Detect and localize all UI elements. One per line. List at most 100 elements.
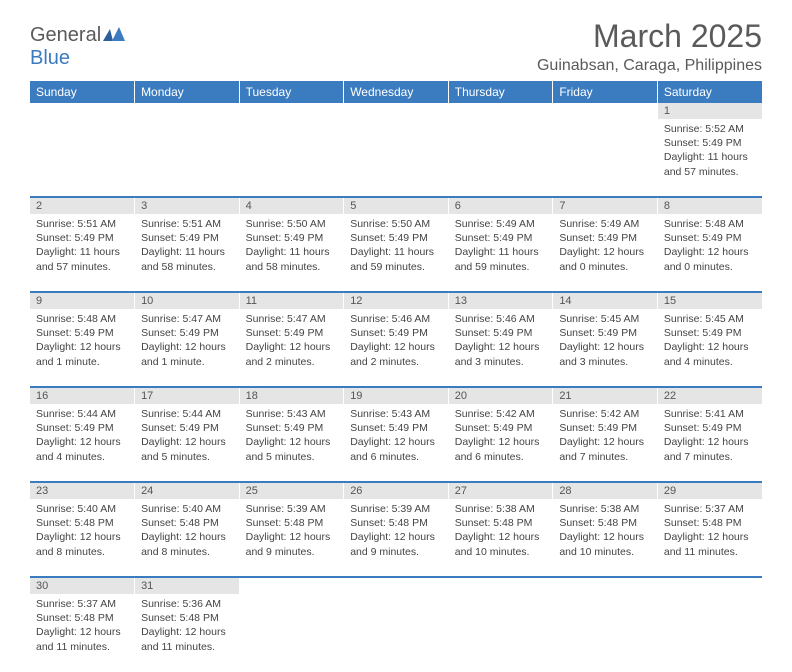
sunrise-line: Sunrise: 5:40 AM [141, 502, 233, 516]
day-number-cell: 11 [239, 292, 344, 309]
week-daynum-row: 1 [30, 103, 762, 119]
sunset-line: Sunset: 5:49 PM [36, 326, 128, 340]
day-detail-cell [448, 119, 553, 197]
sunrise-line: Sunrise: 5:39 AM [350, 502, 442, 516]
day-detail-cell: Sunrise: 5:45 AMSunset: 5:49 PMDaylight:… [657, 309, 762, 387]
week-detail-row: Sunrise: 5:51 AMSunset: 5:49 PMDaylight:… [30, 214, 762, 292]
daylight-line: Daylight: 12 hours and 2 minutes. [246, 340, 338, 368]
day-detail-cell: Sunrise: 5:46 AMSunset: 5:49 PMDaylight:… [448, 309, 553, 387]
day-number-cell: 14 [553, 292, 658, 309]
day-number-cell [448, 577, 553, 594]
day-detail-cell [344, 119, 449, 197]
sunrise-line: Sunrise: 5:50 AM [350, 217, 442, 231]
day-number-cell: 1 [657, 103, 762, 119]
daylight-line: Daylight: 12 hours and 11 minutes. [141, 625, 233, 653]
sunset-line: Sunset: 5:49 PM [36, 231, 128, 245]
daylight-line: Daylight: 12 hours and 3 minutes. [455, 340, 547, 368]
day-number-cell: 5 [344, 197, 449, 214]
day-detail-cell: Sunrise: 5:44 AMSunset: 5:49 PMDaylight:… [135, 404, 240, 482]
daylight-line: Daylight: 12 hours and 6 minutes. [350, 435, 442, 463]
sunrise-line: Sunrise: 5:36 AM [141, 597, 233, 611]
day-number-cell: 19 [344, 387, 449, 404]
daylight-line: Daylight: 12 hours and 5 minutes. [246, 435, 338, 463]
day-number-cell: 17 [135, 387, 240, 404]
day-number-cell: 2 [30, 197, 135, 214]
day-number-cell: 28 [553, 482, 658, 499]
daylight-line: Daylight: 12 hours and 4 minutes. [36, 435, 128, 463]
day-number-cell: 27 [448, 482, 553, 499]
day-detail-cell: Sunrise: 5:39 AMSunset: 5:48 PMDaylight:… [239, 499, 344, 577]
daylight-line: Daylight: 12 hours and 6 minutes. [455, 435, 547, 463]
location: Guinabsan, Caraga, Philippines [537, 57, 762, 75]
day-number-cell: 18 [239, 387, 344, 404]
daylight-line: Daylight: 12 hours and 0 minutes. [664, 245, 756, 273]
day-detail-cell: Sunrise: 5:43 AMSunset: 5:49 PMDaylight:… [344, 404, 449, 482]
day-number-cell: 22 [657, 387, 762, 404]
day-number-cell [344, 577, 449, 594]
sunset-line: Sunset: 5:49 PM [455, 326, 547, 340]
logo: GeneralBlue [30, 24, 125, 70]
day-detail-cell: Sunrise: 5:37 AMSunset: 5:48 PMDaylight:… [657, 499, 762, 577]
sunset-line: Sunset: 5:49 PM [246, 231, 338, 245]
sunrise-line: Sunrise: 5:38 AM [559, 502, 651, 516]
sunrise-line: Sunrise: 5:45 AM [559, 312, 651, 326]
sunrise-line: Sunrise: 5:43 AM [350, 407, 442, 421]
day-detail-cell: Sunrise: 5:49 AMSunset: 5:49 PMDaylight:… [553, 214, 658, 292]
day-detail-cell: Sunrise: 5:44 AMSunset: 5:49 PMDaylight:… [30, 404, 135, 482]
sunrise-line: Sunrise: 5:37 AM [664, 502, 756, 516]
week-daynum-row: 9101112131415 [30, 292, 762, 309]
daylight-line: Daylight: 12 hours and 9 minutes. [350, 530, 442, 558]
calendar-table: Sunday Monday Tuesday Wednesday Thursday… [30, 81, 762, 672]
daylight-line: Daylight: 12 hours and 1 minute. [36, 340, 128, 368]
weekday-header: Wednesday [344, 81, 449, 103]
sunset-line: Sunset: 5:49 PM [246, 326, 338, 340]
sunrise-line: Sunrise: 5:49 AM [455, 217, 547, 231]
sunset-line: Sunset: 5:48 PM [664, 516, 756, 530]
sunset-line: Sunset: 5:48 PM [455, 516, 547, 530]
day-number-cell: 6 [448, 197, 553, 214]
daylight-line: Daylight: 12 hours and 9 minutes. [246, 530, 338, 558]
sunrise-line: Sunrise: 5:44 AM [141, 407, 233, 421]
day-number-cell: 8 [657, 197, 762, 214]
sunrise-line: Sunrise: 5:37 AM [36, 597, 128, 611]
sunrise-line: Sunrise: 5:38 AM [455, 502, 547, 516]
daylight-line: Daylight: 12 hours and 4 minutes. [664, 340, 756, 368]
sunset-line: Sunset: 5:48 PM [36, 611, 128, 625]
day-number-cell [239, 103, 344, 119]
day-number-cell: 21 [553, 387, 658, 404]
logo-text: GeneralBlue [30, 24, 125, 70]
day-number-cell: 23 [30, 482, 135, 499]
daylight-line: Daylight: 11 hours and 57 minutes. [664, 150, 756, 178]
week-daynum-row: 3031 [30, 577, 762, 594]
day-number-cell: 30 [30, 577, 135, 594]
sunrise-line: Sunrise: 5:50 AM [246, 217, 338, 231]
sunset-line: Sunset: 5:49 PM [350, 421, 442, 435]
day-number-cell: 29 [657, 482, 762, 499]
sunset-line: Sunset: 5:49 PM [559, 326, 651, 340]
sunset-line: Sunset: 5:49 PM [664, 326, 756, 340]
sunrise-line: Sunrise: 5:41 AM [664, 407, 756, 421]
sunset-line: Sunset: 5:49 PM [141, 326, 233, 340]
daylight-line: Daylight: 11 hours and 58 minutes. [246, 245, 338, 273]
daylight-line: Daylight: 12 hours and 5 minutes. [141, 435, 233, 463]
weekday-header: Friday [553, 81, 658, 103]
flag-icon [103, 27, 125, 41]
week-detail-row: Sunrise: 5:52 AMSunset: 5:49 PMDaylight:… [30, 119, 762, 197]
daylight-line: Daylight: 12 hours and 3 minutes. [559, 340, 651, 368]
day-number-cell: 15 [657, 292, 762, 309]
daylight-line: Daylight: 12 hours and 11 minutes. [36, 625, 128, 653]
week-daynum-row: 2345678 [30, 197, 762, 214]
sunset-line: Sunset: 5:49 PM [350, 231, 442, 245]
day-detail-cell: Sunrise: 5:38 AMSunset: 5:48 PMDaylight:… [448, 499, 553, 577]
sunset-line: Sunset: 5:49 PM [350, 326, 442, 340]
daylight-line: Daylight: 11 hours and 59 minutes. [455, 245, 547, 273]
sunset-line: Sunset: 5:49 PM [455, 421, 547, 435]
sunrise-line: Sunrise: 5:42 AM [559, 407, 651, 421]
week-daynum-row: 23242526272829 [30, 482, 762, 499]
week-daynum-row: 16171819202122 [30, 387, 762, 404]
day-number-cell: 13 [448, 292, 553, 309]
week-detail-row: Sunrise: 5:44 AMSunset: 5:49 PMDaylight:… [30, 404, 762, 482]
day-detail-cell: Sunrise: 5:48 AMSunset: 5:49 PMDaylight:… [30, 309, 135, 387]
day-detail-cell: Sunrise: 5:39 AMSunset: 5:48 PMDaylight:… [344, 499, 449, 577]
day-detail-cell: Sunrise: 5:46 AMSunset: 5:49 PMDaylight:… [344, 309, 449, 387]
